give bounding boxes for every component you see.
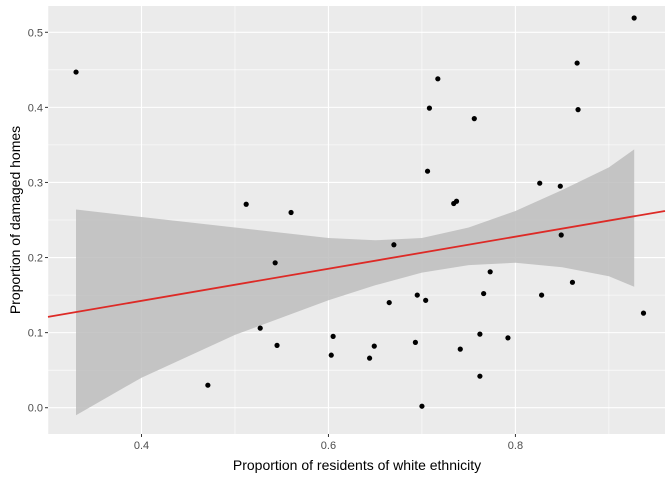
- x-axis: 0.4 0.6 0.8: [134, 434, 523, 452]
- data-point: [371, 343, 377, 349]
- data-point: [457, 346, 463, 352]
- data-point: [288, 209, 294, 216]
- data-point: [505, 335, 511, 341]
- data-point: [471, 116, 477, 122]
- data-point: [272, 260, 278, 266]
- data-point: [481, 290, 487, 297]
- data-point: [477, 373, 483, 379]
- data-point: [435, 76, 441, 82]
- data-point: [631, 15, 637, 21]
- y-tick-label: 0.2: [28, 253, 43, 265]
- y-tick-label: 0.3: [28, 177, 43, 189]
- data-point: [558, 232, 564, 238]
- y-tick-label: 0.0: [28, 403, 43, 415]
- data-point: [426, 105, 433, 111]
- data-point: [386, 299, 392, 306]
- data-point: [477, 331, 483, 337]
- x-tick-label: 0.6: [321, 440, 336, 452]
- data-point: [640, 310, 647, 316]
- data-points: [73, 15, 647, 409]
- data-point: [569, 279, 576, 285]
- data-point: [575, 107, 581, 113]
- y-axis: 0.0 0.1 0.2 0.3 0.4 0.5: [28, 27, 48, 415]
- data-point: [419, 403, 425, 409]
- data-point: [487, 269, 493, 275]
- data-point: [330, 333, 336, 339]
- x-tick-label: 0.4: [134, 440, 149, 452]
- y-tick-label: 0.1: [28, 328, 43, 340]
- data-point: [424, 168, 431, 174]
- x-tick-label: 0.8: [508, 440, 523, 452]
- data-point: [574, 60, 580, 66]
- confidence-band: [76, 149, 635, 416]
- data-point: [414, 292, 420, 298]
- data-point: [557, 183, 563, 189]
- data-point: [412, 339, 418, 345]
- data-point: [366, 355, 373, 361]
- data-point: [274, 342, 280, 348]
- data-point: [257, 325, 263, 331]
- data-point: [391, 242, 397, 248]
- data-point: [539, 292, 545, 298]
- data-point: [243, 201, 249, 207]
- y-tick-label: 0.5: [28, 27, 43, 39]
- data-point: [537, 180, 543, 186]
- data-point: [73, 69, 79, 75]
- data-point: [423, 297, 429, 303]
- y-axis-title: Proportion of damaged homes: [7, 126, 23, 314]
- data-point: [205, 382, 211, 388]
- data-point: [453, 198, 460, 204]
- data-point: [328, 352, 334, 358]
- regression-line: [47, 210, 666, 318]
- x-axis-title: Proportion of residents of white ethnici…: [233, 457, 481, 473]
- y-tick-label: 0.4: [28, 102, 43, 114]
